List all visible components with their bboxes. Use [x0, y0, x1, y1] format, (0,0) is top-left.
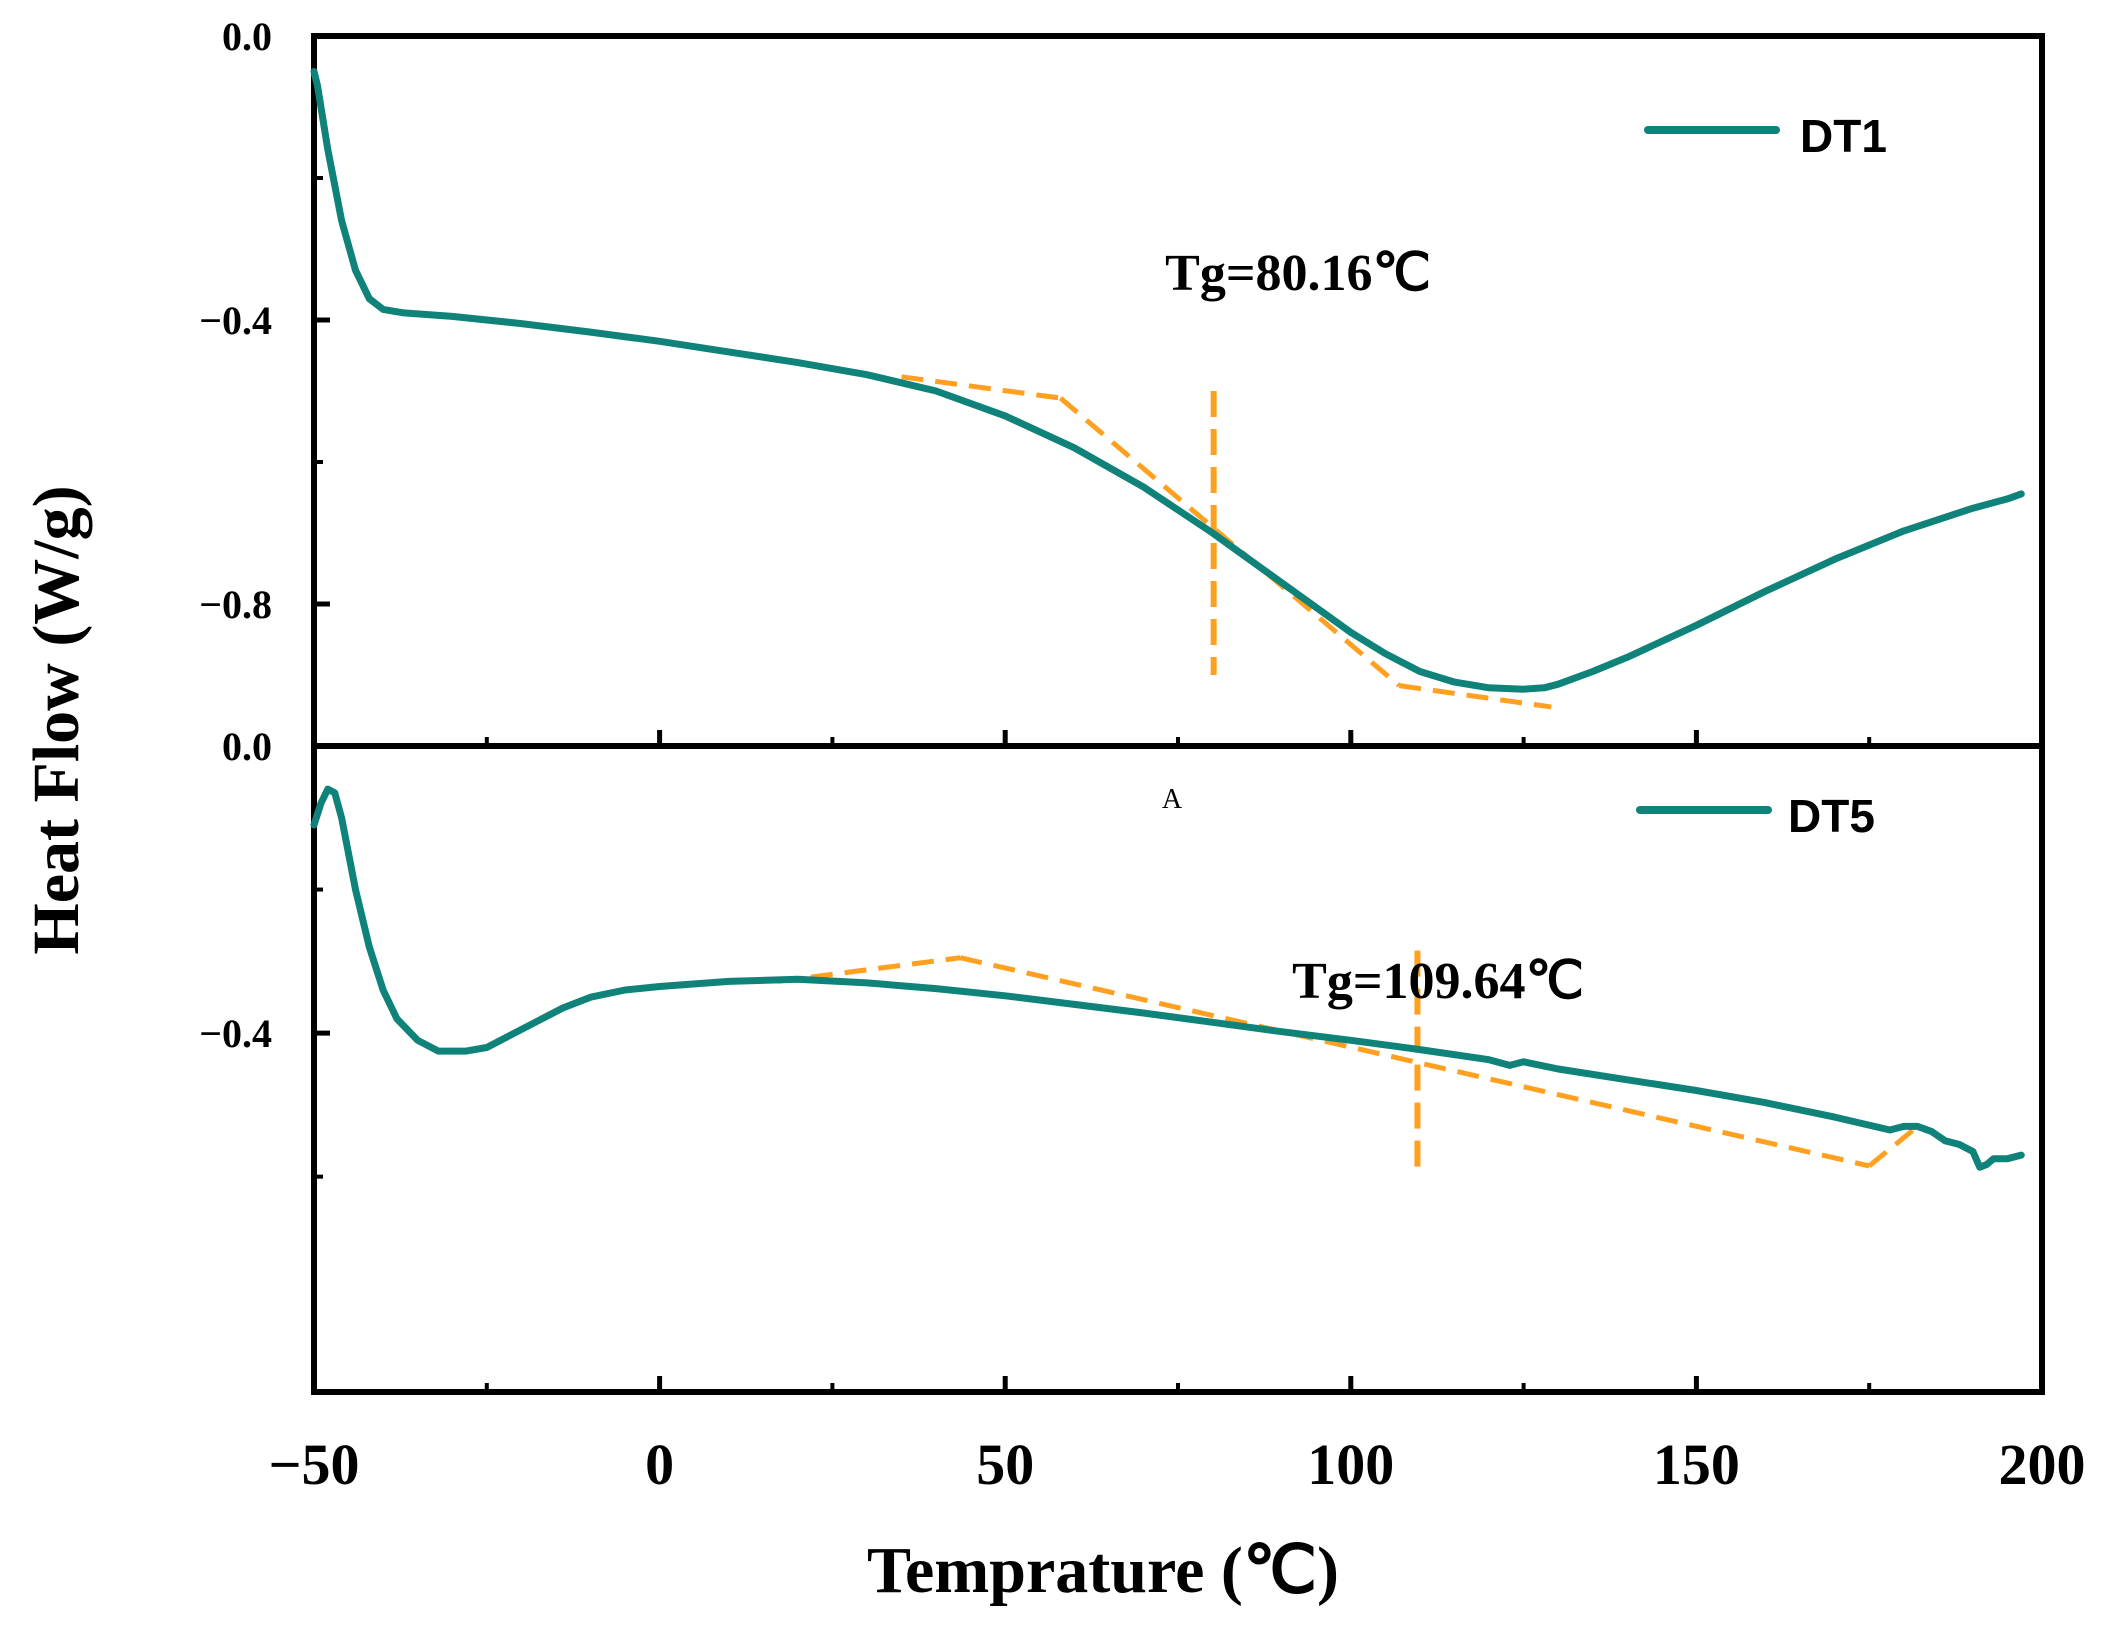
x-tick-label: −50 [268, 1432, 359, 1497]
panel-top: 0.0 −0.4 −0.8 Tg=80.16℃ DT1 [199, 14, 2045, 749]
legend-label: DT1 [1800, 110, 1887, 162]
y-tick-label: −0.4 [199, 298, 272, 343]
tangent-line [1867, 1124, 1920, 1168]
panel-frame [311, 743, 2045, 1395]
tg-annotation: Tg=109.64℃ [1292, 953, 1584, 1010]
x-tick-label: 100 [1307, 1432, 1394, 1497]
tg-annotation: Tg=80.16℃ [1165, 245, 1431, 302]
tangent-line [1398, 683, 1552, 710]
legend-label: DT5 [1788, 790, 1875, 842]
tangent-line [776, 955, 961, 984]
x-tick-label: 200 [1999, 1432, 2086, 1497]
tangent-line [901, 374, 1061, 401]
series-line-dt1 [310, 68, 2025, 693]
y-tick-label: −0.8 [199, 582, 272, 627]
plot-layer: 0.0 −0.4 −0.8 Tg=80.16℃ DT1 0.0 −0.4 Tg=109.64℃… [199, 14, 2085, 1497]
y-tick-label: 0.0 [222, 14, 272, 59]
series-line-dt5 [310, 785, 2025, 1171]
x-tick-label: 150 [1653, 1432, 1740, 1497]
panel-frame [311, 33, 2045, 749]
panel-bottom: 0.0 −0.4 Tg=109.64℃ DT5 [199, 724, 2045, 1395]
y-axis-title: Heat Flow (W/g) [20, 485, 93, 954]
panel-mark: A [1162, 784, 1183, 815]
x-tick-label: 50 [976, 1432, 1034, 1497]
x-tick-label: 0 [645, 1432, 674, 1497]
y-tick-label: −0.4 [199, 1011, 272, 1056]
tangent-line [959, 955, 1870, 1169]
y-tick-label: 0.0 [222, 724, 272, 769]
x-axis-title: Temprature (℃) [867, 1534, 1339, 1607]
